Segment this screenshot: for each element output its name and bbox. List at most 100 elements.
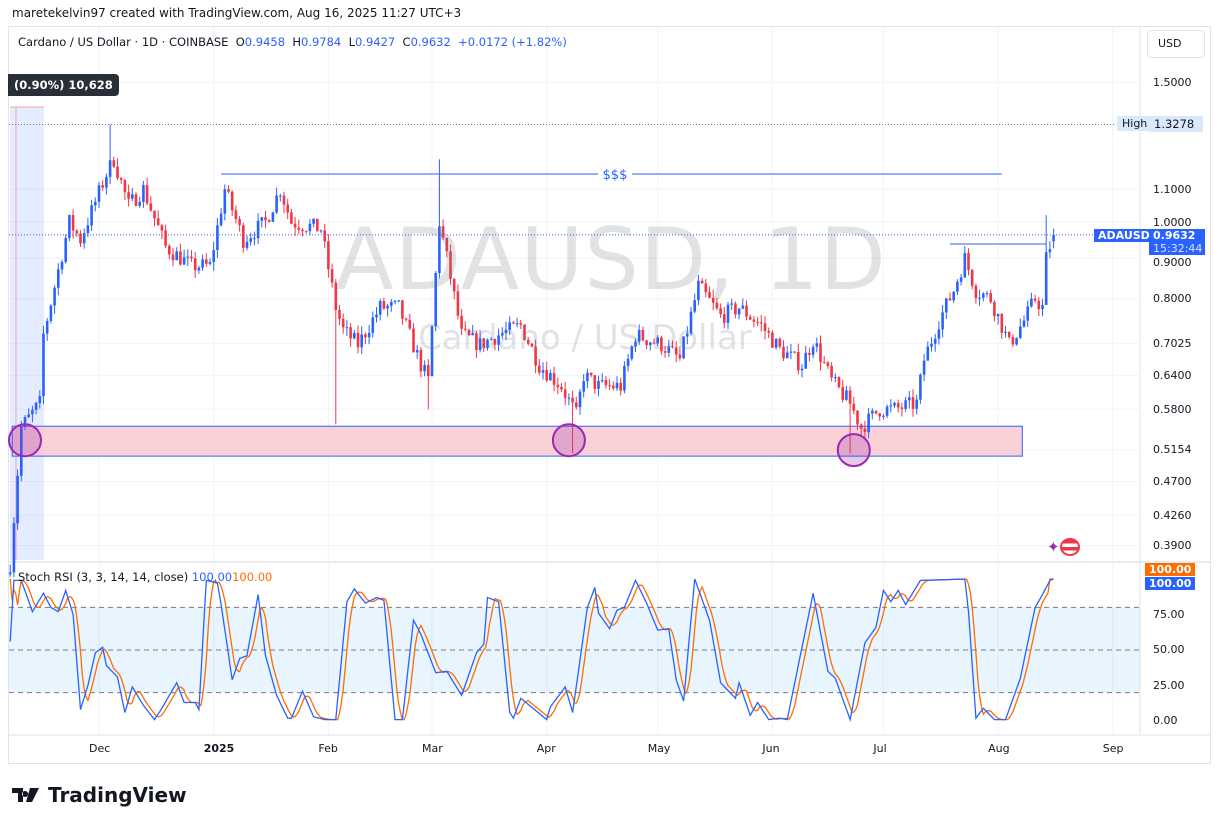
candle-body <box>689 311 693 334</box>
us-flag-event-icon[interactable] <box>1060 538 1080 556</box>
candle-body <box>489 339 493 341</box>
candle-body <box>486 339 489 348</box>
stoch-rsi-legend[interactable]: Stoch RSI (3, 3, 14, 14, close) 100.0010… <box>18 570 272 584</box>
candle-body <box>819 343 822 363</box>
candle-body <box>900 407 904 409</box>
candle-body <box>959 277 963 282</box>
marker-circle <box>8 423 42 458</box>
candle-body <box>101 185 104 188</box>
candle-body <box>952 291 955 301</box>
brand-name: TradingView <box>48 783 187 807</box>
candle-body <box>915 399 918 409</box>
ai-sparkle-icon[interactable]: ✦ <box>1047 538 1060 556</box>
candle-body <box>623 366 626 391</box>
candle-body <box>1026 306 1029 321</box>
candle-body <box>708 292 711 298</box>
candle-body <box>60 261 64 270</box>
watermark-name: Cardano / US Dollar <box>418 318 752 358</box>
candle-body <box>885 406 889 416</box>
candle-body <box>482 338 486 348</box>
candle-body <box>719 308 722 315</box>
candle-body <box>871 410 874 414</box>
price-tick-label: 1.5000 <box>1153 76 1192 90</box>
candle-body <box>778 338 782 347</box>
candle-body <box>856 410 859 425</box>
candle-body <box>367 332 371 338</box>
candle-body <box>445 237 449 252</box>
candle-body <box>156 218 160 226</box>
candle-body <box>478 338 482 351</box>
candle-body <box>956 281 959 292</box>
candle-body <box>767 330 770 333</box>
candle-body <box>116 166 119 179</box>
candle-body <box>16 475 19 524</box>
candle-body <box>993 302 996 317</box>
candle-body <box>260 217 264 221</box>
candle-body <box>134 194 138 206</box>
symbol-legend[interactable]: Cardano / US Dollar · 1D · COINBASE O0.9… <box>18 35 567 49</box>
candle-body <box>49 305 53 321</box>
candle-body <box>264 217 267 221</box>
high-tag-value: 1.3278 <box>1149 116 1203 132</box>
candle-body <box>415 349 419 353</box>
candle-body <box>467 329 471 336</box>
candle-body <box>660 337 663 352</box>
candle-body <box>893 403 896 406</box>
candle-body <box>427 365 430 377</box>
marker-circle <box>836 433 871 468</box>
candle-body <box>774 338 778 348</box>
candle-body <box>863 428 867 433</box>
candle-body <box>582 381 585 392</box>
candle-body <box>878 413 881 417</box>
candle-body <box>882 415 885 417</box>
candle-body <box>645 340 648 346</box>
candle-body <box>782 346 785 359</box>
candle-body <box>441 226 445 238</box>
candle-body <box>985 293 989 295</box>
candle-body <box>323 230 326 242</box>
candle-body <box>811 346 815 355</box>
candle-body <box>90 205 93 226</box>
candle-body <box>919 374 922 400</box>
candle-body <box>837 377 841 388</box>
candle-body <box>597 380 600 389</box>
candle-body <box>822 362 826 364</box>
candle-body <box>308 223 312 232</box>
candle-body <box>42 333 45 397</box>
candle-body <box>364 334 367 338</box>
currency-button[interactable]: USD <box>1147 30 1205 58</box>
last-price-tag: 0.9632 <box>1149 229 1205 242</box>
marker-circle <box>551 423 586 458</box>
candle-body <box>941 312 944 330</box>
candle-body <box>615 382 619 389</box>
candle-body <box>656 337 659 344</box>
candle-body <box>748 316 752 320</box>
candle-body <box>382 301 386 309</box>
tradingview-logo[interactable]: TradingView <box>12 783 187 807</box>
candle-body <box>449 251 452 279</box>
stoch-rsi-k-value: 100.00 <box>191 570 233 584</box>
candle-body <box>119 178 123 181</box>
candle-body <box>319 230 323 232</box>
candle-body <box>82 233 86 244</box>
stoch-d-line <box>9 578 1054 721</box>
candle-body <box>356 332 360 348</box>
candle-body <box>760 322 763 324</box>
candle-body <box>286 204 289 213</box>
candle-body <box>53 287 56 306</box>
candle-body <box>512 322 515 324</box>
candle-body <box>682 336 685 359</box>
candle-body <box>741 305 745 309</box>
candle-body <box>293 223 297 228</box>
open-value: 0.9458 <box>244 35 286 49</box>
candle-body <box>423 365 426 372</box>
candle-body <box>723 314 726 323</box>
candle-body <box>552 373 556 385</box>
candle-body <box>563 389 567 398</box>
candle-body <box>1022 320 1026 327</box>
candle-body <box>86 225 90 234</box>
candle-body <box>227 189 230 192</box>
candle-body <box>360 334 363 348</box>
candle-body <box>404 318 408 320</box>
